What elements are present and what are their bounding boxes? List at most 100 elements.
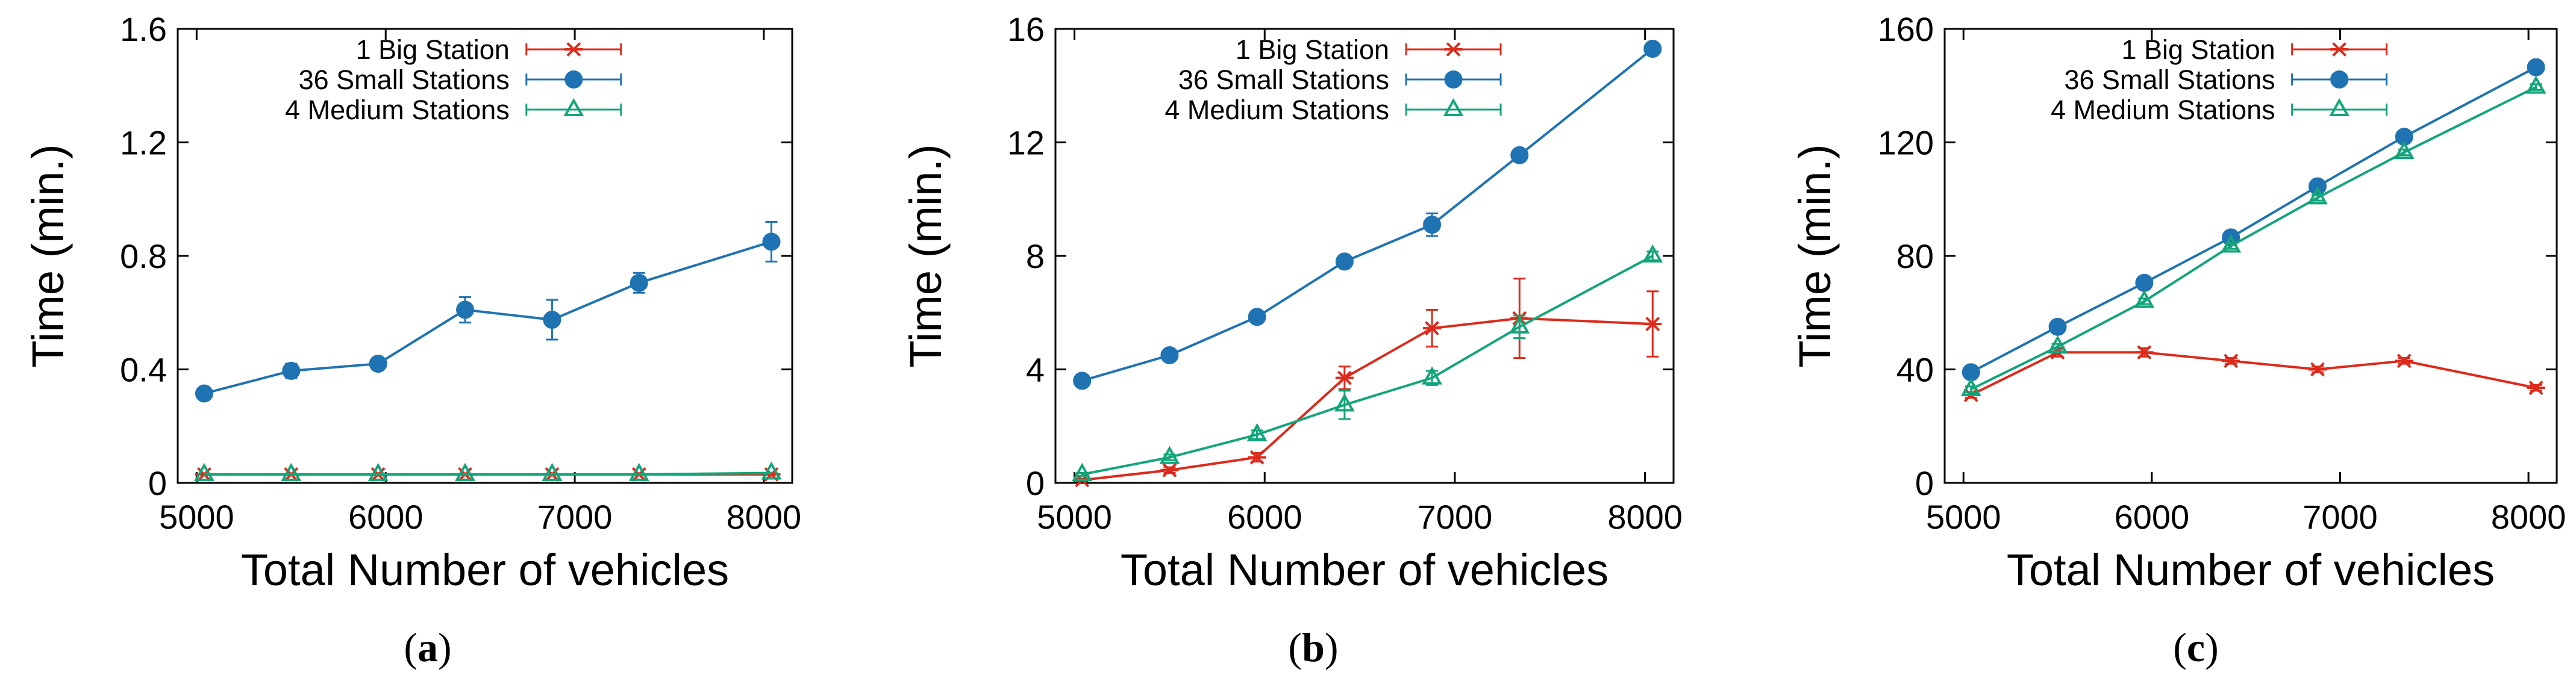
series-2 [194, 461, 782, 481]
legend-entry-label: 1 Big Station [356, 34, 510, 65]
data-point [1159, 446, 1180, 464]
chart-panel-a: 0 0.4 0.8 1.2 1.6 5000 6000 7000 8000 Total Numbe… [23, 10, 801, 670]
data-point [1510, 146, 1529, 164]
y-tick-label: 0 [1026, 464, 1045, 502]
legend-entry-label: 1 Big Station [1236, 34, 1389, 65]
data-point [1073, 372, 1092, 390]
y-tick-label: 0.4 [120, 351, 167, 389]
data-point [456, 300, 475, 319]
data-point [2047, 335, 2068, 353]
legend-marker [2329, 98, 2350, 116]
legend-marker [564, 70, 583, 89]
data-point [2393, 140, 2415, 159]
series-1 [1073, 39, 1662, 390]
y-axis-label: Time (min.) [901, 144, 951, 367]
series-line [1081, 317, 1653, 482]
data-point [630, 273, 648, 292]
data-point [2221, 234, 2242, 253]
data-point [1246, 423, 1268, 441]
data-point [2308, 362, 2327, 377]
panel-caption: (a) [404, 624, 451, 670]
chart-panel-c: 0 40 80 120 160 5000 6000 7000 8000 Total Number … [1790, 10, 2566, 670]
data-point [542, 462, 563, 481]
x-tick-label: 7000 [1418, 498, 1493, 536]
y-tick-label: 0.8 [120, 237, 167, 275]
y-tick-label: 8 [1026, 237, 1045, 275]
series-line [204, 471, 772, 476]
data-point [1509, 315, 1530, 334]
data-point [2395, 353, 2413, 368]
data-point [2527, 58, 2545, 76]
caption-open-paren: ( [404, 624, 417, 670]
caption-close-paren: ) [1325, 624, 1339, 670]
y-tick-label: 120 [1878, 124, 1934, 162]
y-tick-label: 16 [1007, 10, 1045, 48]
legend-marker [1443, 98, 1464, 116]
legend-entry-label: 36 Small Stations [2064, 64, 2275, 95]
x-axis-label: Total Number of vehicles [241, 545, 729, 595]
data-point [1423, 216, 1442, 234]
data-point [2134, 290, 2155, 308]
data-point [1072, 462, 1093, 481]
data-point [367, 462, 389, 481]
y-tick-label: 0 [1915, 464, 1934, 502]
legend-entry-label: 36 Small Stations [1178, 64, 1389, 95]
y-axis-label: Time (min.) [23, 144, 73, 367]
y-tick-label: 0 [148, 464, 167, 502]
caption-open-paren: ( [1288, 624, 1302, 670]
data-point [1334, 393, 1355, 412]
legend-entry-label: 1 Big Station [2121, 34, 2275, 65]
legend-entry-label: 4 Medium Stations [1165, 95, 1389, 125]
data-point [1160, 346, 1179, 364]
series-line [1970, 351, 2537, 396]
legend-marker [1444, 42, 1463, 57]
series-line [1970, 86, 2537, 391]
data-point [1335, 370, 1354, 385]
y-tick-label: 40 [1896, 351, 1934, 389]
legend-marker [1444, 70, 1463, 89]
data-point [762, 232, 781, 251]
data-point [2222, 353, 2240, 368]
data-point [1335, 252, 1354, 271]
data-point [1643, 317, 1662, 332]
x-tick-label: 8000 [727, 498, 802, 536]
caption-close-paren: ) [438, 624, 452, 670]
y-tick-label: 1.2 [120, 124, 167, 162]
data-point [2048, 317, 2067, 336]
x-tick-label: 6000 [1227, 498, 1302, 536]
data-point [1960, 378, 1981, 396]
x-tick-label: 7000 [537, 498, 613, 536]
data-point [2525, 75, 2546, 94]
data-point [369, 355, 387, 373]
panel-caption: (b) [1288, 624, 1338, 670]
y-tick-label: 1.6 [120, 10, 167, 48]
x-tick-label: 5000 [159, 498, 234, 536]
caption-letter: b [1302, 624, 1325, 670]
data-point [194, 462, 214, 481]
series-1 [195, 220, 781, 403]
data-point [2135, 273, 2154, 292]
series-0 [1073, 278, 1662, 488]
series-line [1081, 255, 1654, 476]
data-point [1160, 462, 1179, 477]
x-tick-label: 5000 [1037, 498, 1112, 536]
legend-entry-label: 4 Medium Stations [2051, 95, 2275, 125]
caption-letter: a [417, 624, 438, 670]
y-tick-label: 4 [1026, 351, 1045, 389]
y-tick-label: 160 [1878, 10, 1934, 48]
x-axis-label: Total Number of vehicles [2007, 545, 2495, 595]
series-0 [1962, 345, 2545, 402]
data-point [455, 462, 475, 481]
legend-marker [564, 42, 583, 57]
data-point [1423, 321, 1442, 336]
x-tick-label: 5000 [1926, 498, 2001, 536]
legend-marker [563, 98, 584, 116]
data-point [2135, 345, 2154, 360]
data-point [282, 361, 301, 380]
x-tick-label: 8000 [2491, 498, 2566, 536]
caption-letter: c [2187, 624, 2205, 670]
x-tick-label: 7000 [2302, 498, 2378, 536]
